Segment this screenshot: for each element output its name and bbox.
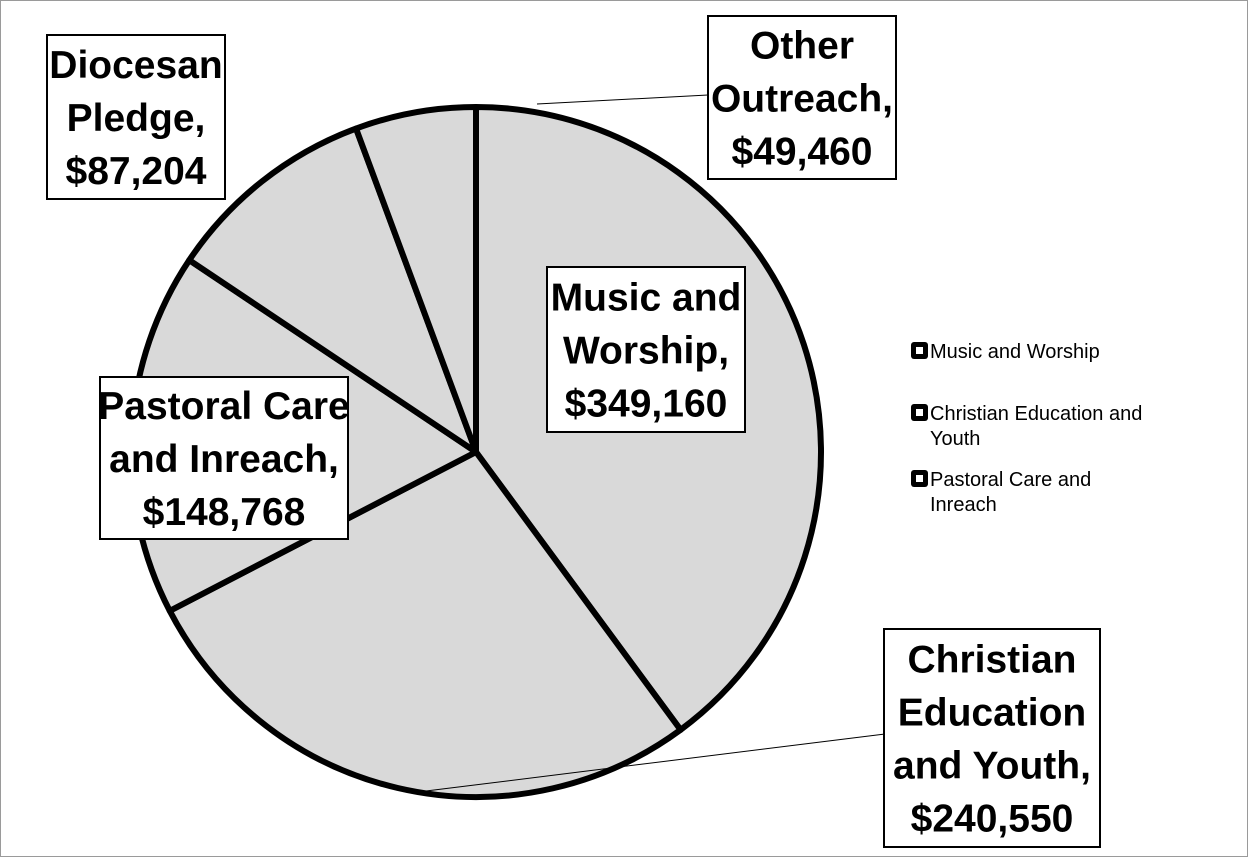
legend: Music and Worship Christian Education and…	[911, 341, 1142, 516]
data-label-line: and Inreach,	[109, 438, 339, 481]
legend-label: Pastoral Care and	[930, 469, 1091, 491]
data-label-line: $240,550	[911, 798, 1074, 841]
data-label-line: Education	[898, 692, 1087, 735]
legend-swatch-center	[916, 475, 923, 482]
data-label-diocesan-pledge: Diocesan Pledge, $87,204	[46, 34, 226, 200]
data-label-music-and-worship: Music and Worship, $349,160	[546, 266, 746, 433]
data-label-line: $148,768	[143, 491, 306, 534]
data-label-line: Music and	[551, 277, 742, 320]
legend-label: Inreach	[930, 494, 997, 516]
legend-entry-music-and-worship: Music and Worship	[911, 341, 1100, 363]
data-label-box	[707, 15, 897, 180]
data-label-line: Other	[750, 25, 854, 68]
data-label-line: $49,460	[732, 131, 873, 174]
legend-swatch-center	[916, 347, 923, 354]
legend-swatch-center	[916, 409, 923, 416]
data-label-line: and Youth,	[893, 745, 1091, 788]
data-label-other-outreach: Other Outreach, $49,460	[707, 15, 897, 180]
data-label-line: Christian	[907, 639, 1076, 682]
data-label-line: Worship,	[563, 330, 729, 373]
legend-label: Music and Worship	[930, 341, 1100, 363]
leader-line-other-outreach	[536, 94, 709, 105]
data-label-box	[883, 628, 1101, 848]
data-label-line: Outreach,	[711, 78, 893, 121]
data-label-christian-education-and-youth: Christian Education and Youth, $240,550	[883, 628, 1101, 848]
data-label-pastoral-care-and-inreach: Pastoral Care and Inreach, $148,768	[98, 376, 350, 540]
leader-line-christian-education-and-youth	[425, 733, 886, 792]
data-label-line: $349,160	[565, 383, 728, 426]
data-label-box	[46, 34, 226, 200]
legend-label: Christian Education and	[930, 403, 1142, 425]
data-label-box	[99, 376, 349, 540]
legend-label: Youth	[930, 428, 980, 450]
leader-lines	[425, 94, 886, 792]
legend-entry-pastoral-care-and-inreach: Pastoral Care and Inreach	[911, 469, 1091, 516]
data-labels: Music and Worship, $349,160 Christian Educat…	[46, 15, 1101, 848]
pie-slice-christian-education-and-youth	[166, 449, 684, 800]
data-label-line: $87,204	[66, 150, 207, 193]
data-label-line: Diocesan	[49, 44, 222, 87]
data-label-box	[546, 266, 746, 433]
data-label-line: Pledge,	[67, 97, 206, 140]
pie-slice-diocesan-pledge	[186, 125, 479, 455]
data-label-line: Pastoral Care	[98, 385, 349, 428]
pie-slice-other-outreach	[353, 104, 479, 455]
legend-entry-christian-education-and-youth: Christian Education and Youth	[911, 403, 1142, 450]
